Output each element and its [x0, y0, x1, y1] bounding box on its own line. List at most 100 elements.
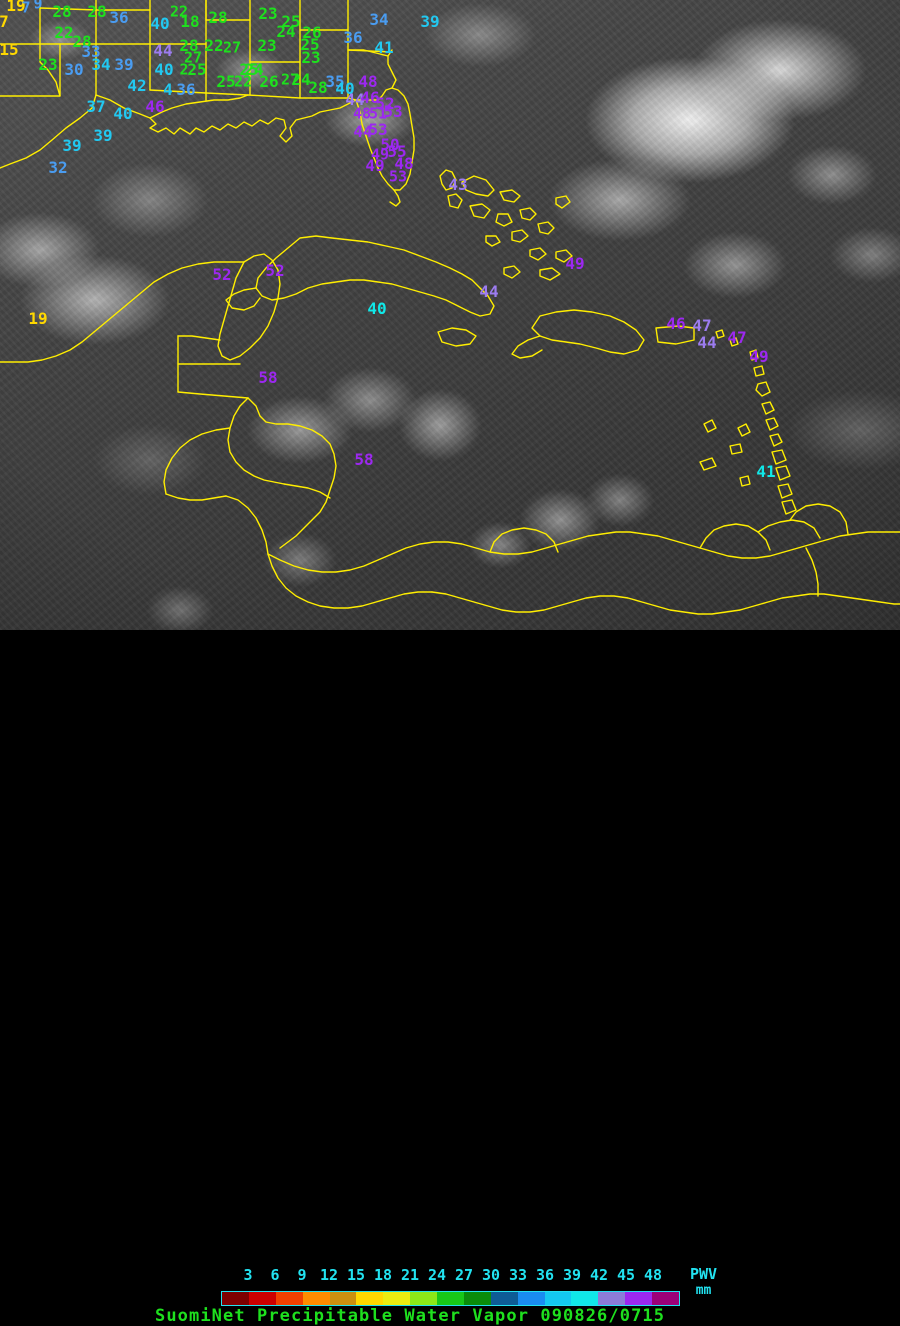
station-pwv-label: 49	[749, 347, 769, 366]
station-pwv-label: 19	[28, 309, 48, 328]
station-pwv-label: 36	[109, 8, 129, 27]
station-pwv-label: 2	[179, 60, 189, 79]
colorbar-segment	[463, 1292, 491, 1305]
colorbar-segment	[275, 1292, 303, 1305]
station-pwv-label: 58	[354, 450, 374, 469]
station-pwv-label: 52	[375, 94, 395, 113]
legend-footer: 3 6 9 12 15 18 21 24 27 30 33 36 39 42 45 48 PWV mm Suo…	[0, 630, 900, 1325]
colorbar-segment	[383, 1292, 411, 1305]
station-pwv-label: 44	[345, 90, 365, 109]
colorbar-tick: 18	[373, 1266, 393, 1284]
station-pwv-label: 36	[343, 28, 363, 47]
station-pwv-label: 25	[239, 60, 259, 79]
satellite-vignette	[0, 0, 900, 630]
product-title: SuomiNet Precipitable Water Vapor 090826…	[155, 1306, 666, 1326]
station-pwv-label: 44	[353, 122, 373, 141]
station-pwv-label: 27	[183, 48, 203, 67]
station-pwv-label: 24	[291, 70, 311, 89]
geopolitical-boundary-overlay	[0, 0, 900, 615]
colorbar-tick: 33	[508, 1266, 528, 1284]
station-pwv-label: 23	[258, 4, 278, 23]
station-pwv-label: 49	[565, 254, 585, 273]
station-pwv-label: 22	[204, 36, 224, 55]
station-pwv-label: 36	[176, 80, 196, 99]
colorbar-tick: 6	[270, 1266, 280, 1284]
station-pwv-label: 49	[370, 145, 390, 164]
colorbar-segment	[490, 1292, 518, 1305]
colorbar-tick: 45	[616, 1266, 636, 1284]
colorbar-tick: 3	[243, 1266, 253, 1284]
station-pwv-label: 25	[300, 35, 320, 54]
colorbar-tick: 9	[297, 1266, 307, 1284]
colorbar-segment	[356, 1292, 384, 1305]
satellite-cloud-raster	[0, 0, 900, 630]
station-pwv-label: 35	[325, 72, 345, 91]
station-pwv-label: 25	[281, 12, 301, 31]
station-pwv-label: 33	[81, 42, 101, 61]
station-pwv-label: 18	[180, 12, 200, 31]
station-pwv-label: 9	[33, 0, 43, 13]
station-pwv-label: 48	[352, 104, 372, 123]
station-pwv-label: 44	[153, 41, 173, 60]
station-pwv-label: 46	[145, 97, 165, 116]
station-pwv-label: 25	[187, 60, 207, 79]
station-pwv-label: 39	[93, 126, 113, 145]
station-pwv-label: 22	[54, 23, 74, 42]
colorbar-segment	[248, 1292, 276, 1305]
station-pwv-label: 46	[666, 314, 686, 333]
station-pwv-label: 27	[280, 70, 300, 89]
colorbar-segment	[571, 1292, 599, 1305]
colorbar-segment	[302, 1292, 330, 1305]
station-pwv-label: 41	[756, 462, 776, 481]
colorbar-segment	[598, 1292, 626, 1305]
colorbar-tick: 21	[400, 1266, 420, 1284]
colorbar-segment	[517, 1292, 545, 1305]
colorbar-segment	[625, 1292, 652, 1305]
station-pwv-label: 50	[380, 135, 400, 154]
station-pwv-label: 15	[0, 40, 19, 59]
station-pwv-label: 30	[64, 60, 84, 79]
colorbar-tick: 12	[319, 1266, 339, 1284]
station-pwv-label: 39	[62, 136, 82, 155]
station-pwv-label: 39	[114, 55, 134, 74]
pwv-unit-mm: mm	[695, 1283, 712, 1298]
station-pwv-label: 19	[6, 0, 26, 15]
pwv-colorbar[interactable]	[221, 1291, 680, 1306]
station-pwv-label: 47	[692, 316, 712, 335]
station-pwv-label: 28	[308, 78, 328, 97]
station-pwv-label: 53	[388, 167, 408, 186]
station-pwv-label: 23	[301, 48, 321, 67]
colorbar-tick: 30	[481, 1266, 501, 1284]
station-pwv-label: 28	[72, 32, 92, 51]
station-pwv-label: 51	[368, 104, 388, 123]
station-pwv-label: 52	[212, 265, 232, 284]
station-pwv-label: 43	[448, 175, 468, 194]
colorbar-tick: 48	[643, 1266, 663, 1284]
station-pwv-label: 53	[383, 102, 403, 121]
colorbar-segment	[652, 1292, 679, 1305]
station-pwv-label: 44	[697, 333, 717, 352]
colorbar-tick: 42	[589, 1266, 609, 1284]
station-pwv-label: 24	[276, 22, 296, 41]
station-pwv-label: 46	[360, 88, 380, 107]
station-pwv-label: 22	[169, 2, 189, 21]
station-pwv-label: 40	[113, 104, 133, 123]
station-pwv-label: 23	[38, 55, 58, 74]
station-pwv-label: 40	[335, 79, 355, 98]
colorbar-tick: 36	[535, 1266, 555, 1284]
station-pwv-label: 22	[233, 72, 253, 91]
station-pwv-label: 7	[0, 12, 9, 31]
station-pwv-label: 34	[369, 10, 389, 29]
station-pwv-label: 47	[727, 328, 747, 347]
station-pwv-label: 28	[52, 2, 72, 21]
satellite-texture-overlay	[0, 0, 900, 630]
satellite-infrared-image: 19 7 15 23 30 9 7 28 22 28 33 34 39 42 36 28 37 40 39 39 32 4…	[0, 0, 900, 630]
station-pwv-label: 7	[21, 0, 31, 17]
station-pwv-label: 58	[258, 368, 278, 387]
station-pwv-label: 39	[420, 12, 440, 31]
colorbar-tick: 27	[454, 1266, 474, 1284]
station-pwv-label: 52	[265, 261, 285, 280]
station-pwv-label: 49	[365, 156, 385, 175]
colorbar-segment	[222, 1292, 249, 1305]
